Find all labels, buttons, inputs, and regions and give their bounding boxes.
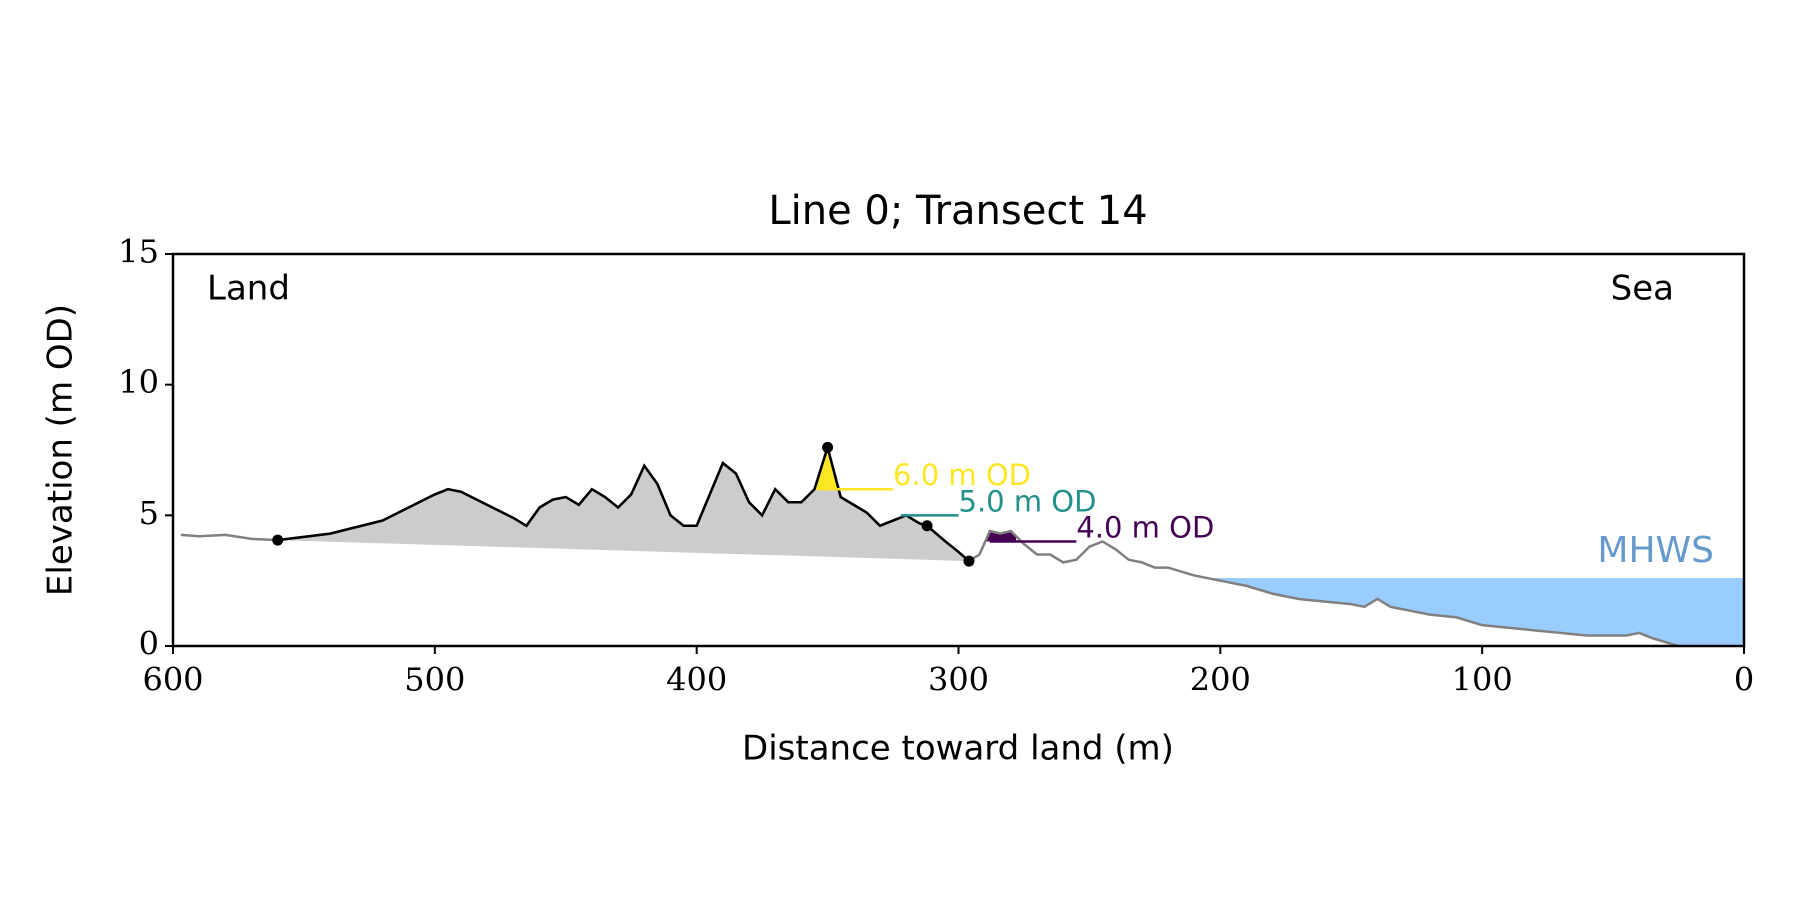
y-tick-label: 15 (118, 233, 159, 271)
x-tick-label: 200 (1190, 661, 1251, 699)
x-tick-label: 600 (142, 661, 203, 699)
x-tick-label: 500 (404, 661, 465, 699)
crest-area (277, 447, 969, 562)
chart-title: Line 0; Transect 14 (768, 188, 1147, 234)
x-tick-label: 0 (1734, 661, 1754, 699)
annotation: Sea (1611, 269, 1674, 309)
level-label: 6.0 m OD (893, 458, 1031, 492)
marker (963, 555, 975, 567)
level-fill (984, 531, 1017, 542)
x-tick-label: 400 (666, 661, 727, 699)
marker (822, 441, 834, 453)
annotation: Land (207, 269, 290, 309)
y-tick-label: 10 (118, 363, 159, 401)
x-axis-label: Distance toward land (m) (742, 729, 1174, 769)
y-tick-label: 0 (139, 625, 159, 663)
y-tick-label: 5 (139, 494, 159, 532)
level-fill (814, 447, 839, 490)
x-tick-label: 100 (1452, 661, 1513, 699)
level-label: 4.0 m OD (1076, 510, 1214, 544)
crest-line (277, 442, 970, 563)
marker (921, 520, 933, 532)
level-label: 5.0 m OD (959, 484, 1097, 518)
mhws-label: MHWS (1597, 530, 1714, 571)
x-tick-label: 300 (928, 661, 989, 699)
y-axis-label: Elevation (m OD) (41, 304, 81, 596)
marker (272, 534, 284, 546)
mhws-area (1207, 578, 1744, 646)
